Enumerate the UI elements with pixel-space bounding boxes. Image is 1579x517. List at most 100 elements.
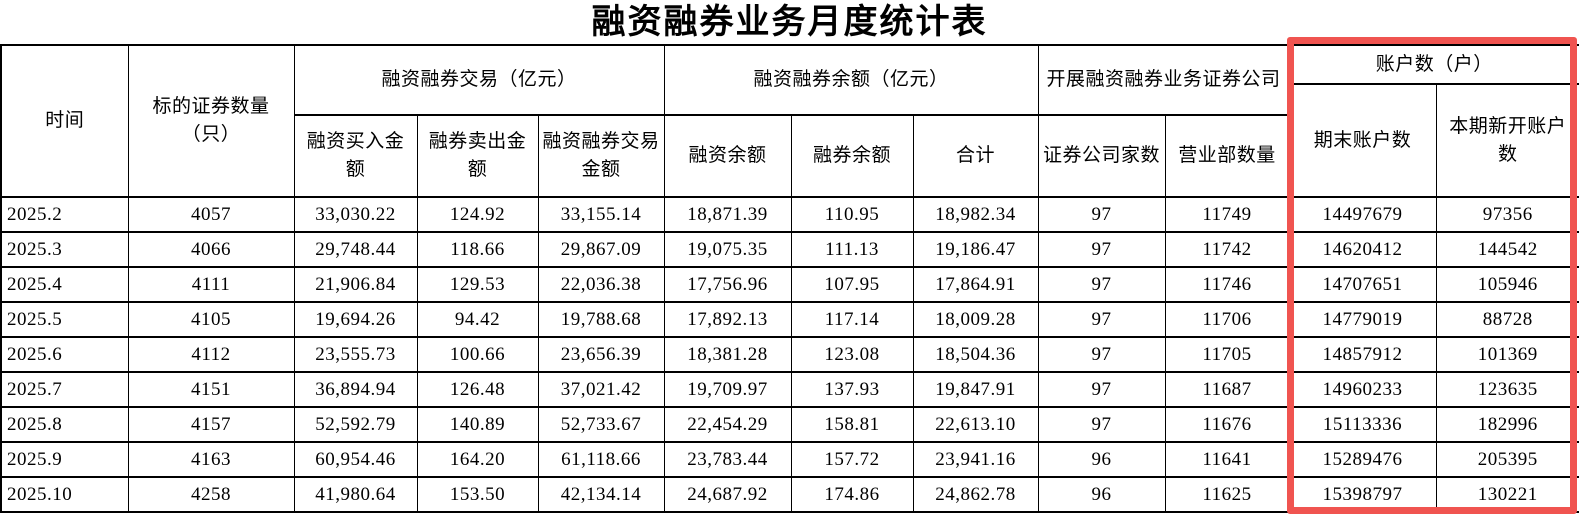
value-cell: 94.42	[416, 301, 539, 338]
value-cell: 124.92	[416, 196, 539, 233]
value-cell: 129.53	[416, 266, 539, 303]
time-cell: 2025.10	[0, 476, 129, 513]
value-cell: 11705	[1164, 336, 1290, 373]
value-cell: 164.20	[416, 441, 539, 478]
value-cell: 117.14	[790, 301, 914, 338]
value-cell: 23,783.44	[663, 441, 792, 478]
time-cell: 2025.4	[0, 266, 129, 303]
header-row-accounts-sub: 期末账户数 本期新开账户数	[1, 83, 1579, 198]
value-cell: 52,592.79	[293, 406, 418, 443]
value-cell: 130221	[1435, 476, 1579, 513]
value-cell: 22,454.29	[663, 406, 792, 443]
value-cell: 96	[1037, 476, 1166, 513]
value-cell: 14707651	[1288, 266, 1437, 303]
value-cell: 97	[1037, 231, 1166, 268]
value-cell: 19,788.68	[537, 301, 665, 338]
value-cell: 18,504.36	[912, 336, 1039, 373]
value-cell: 11746	[1164, 266, 1290, 303]
value-cell: 111.13	[790, 231, 914, 268]
value-cell: 4151	[127, 371, 295, 408]
table-row: 2025.9 4163 60,954.46 164.20 61,118.66 23,783…	[0, 441, 1579, 478]
value-cell: 4258	[127, 476, 295, 513]
value-cell: 23,656.39	[537, 336, 665, 373]
value-cell: 52,733.67	[537, 406, 665, 443]
header-financing-balance: 融资余额	[663, 114, 792, 198]
value-cell: 23,941.16	[912, 441, 1039, 478]
time-cell: 2025.5	[0, 301, 129, 338]
value-cell: 97356	[1435, 196, 1579, 233]
value-cell: 61,118.66	[537, 441, 665, 478]
table-row: 2025.8 4157 52,592.79 140.89 52,733.67 22,454…	[0, 406, 1579, 443]
value-cell: 15289476	[1288, 441, 1437, 478]
value-cell: 4066	[127, 231, 295, 268]
header-securities-balance: 融券余额	[790, 114, 914, 198]
value-cell: 23,555.73	[293, 336, 418, 373]
header-time: 时间	[0, 44, 129, 198]
value-cell: 18,381.28	[663, 336, 792, 373]
value-cell: 14620412	[1288, 231, 1437, 268]
time-cell: 2025.9	[0, 441, 129, 478]
margin-statistics-table: 时间 标的证券数量（只） 融资融券交易（亿元） 融资融券余额（亿元） 开展融资融…	[0, 44, 1579, 513]
header-group-trading: 融资融券交易（亿元）	[293, 44, 665, 116]
value-cell: 19,186.47	[912, 231, 1039, 268]
time-cell: 2025.2	[0, 196, 129, 233]
header-financing-buy: 融资买入金额	[293, 114, 418, 198]
value-cell: 18,871.39	[663, 196, 792, 233]
page-title: 融资融券业务月度统计表	[591, 4, 988, 41]
header-securities-sell: 融券卖出金额	[416, 114, 539, 198]
value-cell: 11687	[1164, 371, 1290, 408]
time-cell: 2025.3	[0, 231, 129, 268]
value-cell: 4163	[127, 441, 295, 478]
value-cell: 29,867.09	[537, 231, 665, 268]
header-total-trading: 融资融券交易金额	[537, 114, 665, 198]
value-cell: 205395	[1435, 441, 1579, 478]
value-cell: 97	[1037, 336, 1166, 373]
header-group-balance: 融资融券余额（亿元）	[663, 44, 1039, 116]
value-cell: 19,694.26	[293, 301, 418, 338]
value-cell: 60,954.46	[293, 441, 418, 478]
table-row: 2025.2 4057 33,030.22 124.92 33,155.14 18,871…	[0, 196, 1579, 233]
value-cell: 4057	[127, 196, 295, 233]
value-cell: 19,709.97	[663, 371, 792, 408]
value-cell: 100.66	[416, 336, 539, 373]
value-cell: 105946	[1435, 266, 1579, 303]
header-row-subs: 融资买入金额 融券卖出金额 融资融券交易金额 融资余额 融券余额 合计 证券公司…	[1, 114, 1579, 198]
value-cell: 4105	[127, 301, 295, 338]
value-cell: 4111	[127, 266, 295, 303]
header-period-end-accounts: 期末账户数	[1288, 83, 1437, 198]
value-cell: 11641	[1164, 441, 1290, 478]
value-cell: 17,864.91	[912, 266, 1039, 303]
value-cell: 118.66	[416, 231, 539, 268]
value-cell: 4112	[127, 336, 295, 373]
value-cell: 11625	[1164, 476, 1290, 513]
value-cell: 153.50	[416, 476, 539, 513]
header-balance-total: 合计	[912, 114, 1039, 198]
table-row: 2025.4 4111 21,906.84 129.53 22,036.38 17,756…	[0, 266, 1579, 303]
value-cell: 140.89	[416, 406, 539, 443]
table-header: 时间 标的证券数量（只） 融资融券交易（亿元） 融资融券余额（亿元） 开展融资融…	[0, 44, 1579, 198]
value-cell: 4157	[127, 406, 295, 443]
header-row-groups: 时间 标的证券数量（只） 融资融券交易（亿元） 融资融券余额（亿元） 开展融资融…	[0, 44, 1579, 198]
value-cell: 11706	[1164, 301, 1290, 338]
value-cell: 107.95	[790, 266, 914, 303]
value-cell: 97	[1037, 266, 1166, 303]
header-group-brokers: 开展融资融券业务证券公司	[1037, 44, 1290, 116]
header-broker-count: 证券公司家数	[1037, 114, 1166, 198]
value-cell: 11742	[1164, 231, 1290, 268]
value-cell: 29,748.44	[293, 231, 418, 268]
value-cell: 24,862.78	[912, 476, 1039, 513]
value-cell: 97	[1037, 301, 1166, 338]
value-cell: 17,892.13	[663, 301, 792, 338]
value-cell: 182996	[1435, 406, 1579, 443]
value-cell: 144542	[1435, 231, 1579, 268]
value-cell: 110.95	[790, 196, 914, 233]
value-cell: 37,021.42	[537, 371, 665, 408]
table-row: 2025.10 4258 41,980.64 153.50 42,134.14 24,68…	[0, 476, 1579, 513]
value-cell: 36,894.94	[293, 371, 418, 408]
table-row: 2025.3 4066 29,748.44 118.66 29,867.09 19,075…	[0, 231, 1579, 268]
value-cell: 33,155.14	[537, 196, 665, 233]
value-cell: 15398797	[1288, 476, 1437, 513]
value-cell: 126.48	[416, 371, 539, 408]
value-cell: 15113336	[1288, 406, 1437, 443]
value-cell: 88728	[1435, 301, 1579, 338]
